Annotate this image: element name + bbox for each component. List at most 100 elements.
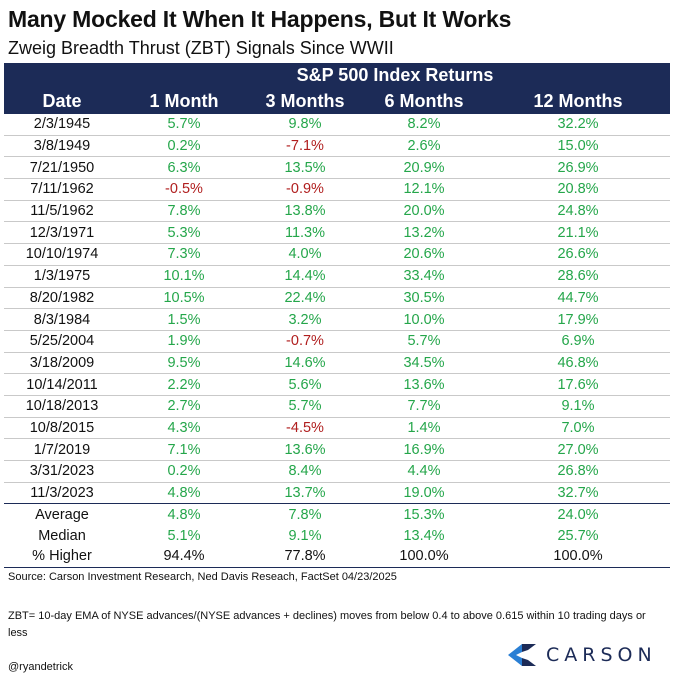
row-date: 5/25/2004	[4, 330, 120, 353]
table-row: 3/8/1949 0.2% -7.1% 2.6% 15.0%	[4, 135, 670, 158]
source-note: Source: Carson Investment Research, Ned …	[8, 571, 397, 583]
return-cell: 9.8%	[248, 114, 362, 136]
carson-logo-icon	[508, 644, 536, 666]
table-row: 10/14/2011 2.2% 5.6% 13.6% 17.6%	[4, 373, 670, 396]
return-cell: 34.5%	[362, 352, 486, 375]
return-cell: 30.5%	[362, 287, 486, 310]
column-header-6-months: 6 Months	[362, 88, 486, 114]
table-row: 10/18/2013 2.7% 5.7% 7.7% 9.1%	[4, 395, 670, 418]
return-cell: 4.4%	[362, 460, 486, 483]
row-date: 8/3/1984	[4, 308, 120, 331]
table-row: 7/11/1962 -0.5% -0.9% 12.1% 20.8%	[4, 178, 670, 201]
row-date: 7/21/1950	[4, 156, 120, 180]
summary-cell: 94.4%	[120, 545, 248, 568]
table-row: 1/7/2019 7.1% 13.6% 16.9% 27.0%	[4, 438, 670, 461]
row-date: 10/14/2011	[4, 373, 120, 396]
summary-cell: 13.4%	[403, 527, 445, 544]
return-cell: 6.3%	[120, 156, 248, 180]
row-date: 11/5/1962	[4, 200, 120, 223]
table-body: 2/3/1945 5.7% 9.8% 8.2% 32.2% 3/8/1949 0.2% -7.…	[4, 114, 670, 505]
return-cell: 24.8%	[486, 200, 670, 223]
summary-cell: 100.0%	[362, 545, 486, 568]
row-date: 10/18/2013	[4, 395, 120, 418]
summary-cell: 25.7%	[557, 527, 599, 544]
author-handle: @ryandetrick	[8, 661, 73, 673]
return-cell: 7.0%	[486, 417, 670, 440]
return-cell: 1.5%	[120, 308, 248, 331]
return-cell: 8.4%	[248, 460, 362, 483]
summary-cell: 7.8%	[288, 506, 322, 523]
summary-label: % Higher	[4, 545, 120, 568]
return-cell: 8.2%	[362, 114, 486, 136]
return-cell: 1.4%	[362, 417, 486, 440]
summary-label: Average	[35, 506, 89, 523]
return-cell: -4.5%	[248, 417, 362, 440]
table-row: 11/5/1962 7.8% 13.8% 20.0% 24.8%	[4, 200, 670, 223]
return-cell: 16.9%	[362, 438, 486, 461]
row-date: 3/18/2009	[4, 352, 120, 375]
return-cell: 21.1%	[486, 221, 670, 245]
return-cell: 9.1%	[486, 395, 670, 418]
return-cell: -0.9%	[248, 178, 362, 201]
return-cell: 32.2%	[486, 114, 670, 136]
return-cell: 2.7%	[120, 395, 248, 418]
return-cell: 20.9%	[362, 156, 486, 180]
return-cell: 22.4%	[248, 287, 362, 310]
return-cell: 13.6%	[362, 373, 486, 396]
row-date: 10/8/2015	[4, 417, 120, 440]
summary-cell: 77.8%	[248, 545, 362, 568]
return-cell: 20.6%	[362, 243, 486, 266]
summary-cell: 15.3%	[403, 506, 445, 523]
row-date: 12/3/1971	[4, 221, 120, 245]
return-cell: 5.7%	[362, 330, 486, 353]
table-row: 12/3/1971 5.3% 11.3% 13.2% 21.1%	[4, 221, 670, 245]
table-row: 3/31/2023 0.2% 8.4% 4.4% 26.8%	[4, 460, 670, 483]
return-cell: 17.6%	[486, 373, 670, 396]
return-cell: 26.6%	[486, 243, 670, 266]
row-date: 1/3/1975	[4, 265, 120, 288]
return-cell: 28.6%	[486, 265, 670, 288]
summary-cell: 100.0%	[486, 545, 670, 568]
row-date: 3/31/2023	[4, 460, 120, 483]
column-header-12-months: 12 Months	[486, 88, 670, 114]
return-cell: 32.7%	[486, 482, 670, 505]
return-cell: 46.8%	[486, 352, 670, 375]
column-header-1-month: 1 Month	[120, 88, 248, 114]
return-cell: 14.6%	[248, 352, 362, 375]
row-date: 11/3/2023	[4, 482, 120, 505]
table-row: 1/3/1975 10.1% 14.4% 33.4% 28.6%	[4, 265, 670, 288]
return-cell: 14.4%	[248, 265, 362, 288]
return-cell: 9.5%	[120, 352, 248, 375]
return-cell: 5.7%	[248, 395, 362, 418]
table-row: 8/3/1984 1.5% 3.2% 10.0% 17.9%	[4, 308, 670, 331]
row-date: 3/8/1949	[4, 135, 120, 158]
summary-row: Median 5.1% 9.1% 13.4% 25.7%	[4, 525, 670, 546]
return-cell: 20.8%	[486, 178, 670, 201]
return-cell: 7.8%	[120, 200, 248, 223]
return-cell: 17.9%	[486, 308, 670, 331]
return-cell: 26.9%	[486, 156, 670, 180]
return-cell: 4.3%	[120, 417, 248, 440]
row-date: 10/10/1974	[4, 243, 120, 266]
group-header: S&P 500 Index Returns	[120, 63, 670, 88]
return-cell: 5.6%	[248, 373, 362, 396]
return-cell: -7.1%	[248, 135, 362, 158]
row-date: 1/7/2019	[4, 438, 120, 461]
return-cell: 10.1%	[120, 265, 248, 288]
return-cell: 20.0%	[362, 200, 486, 223]
return-cell: 13.5%	[248, 156, 362, 180]
return-cell: 12.1%	[362, 178, 486, 201]
return-cell: 13.6%	[248, 438, 362, 461]
summary-cell: 4.8%	[167, 506, 201, 523]
summary-row: % Higher 94.4% 77.8% 100.0% 100.0%	[4, 545, 670, 568]
zbt-definition: ZBT= 10-day EMA of NYSE advances/(NYSE a…	[8, 610, 646, 639]
header-spacer	[4, 63, 120, 88]
return-cell: 5.7%	[120, 114, 248, 136]
return-cell: 5.3%	[120, 221, 248, 245]
return-cell: 19.0%	[362, 482, 486, 505]
table-row: 10/8/2015 4.3% -4.5% 1.4% 7.0%	[4, 417, 670, 440]
return-cell: 13.8%	[248, 200, 362, 223]
return-cell: -0.5%	[120, 178, 248, 201]
return-cell: 4.0%	[248, 243, 362, 266]
return-cell: 33.4%	[362, 265, 486, 288]
